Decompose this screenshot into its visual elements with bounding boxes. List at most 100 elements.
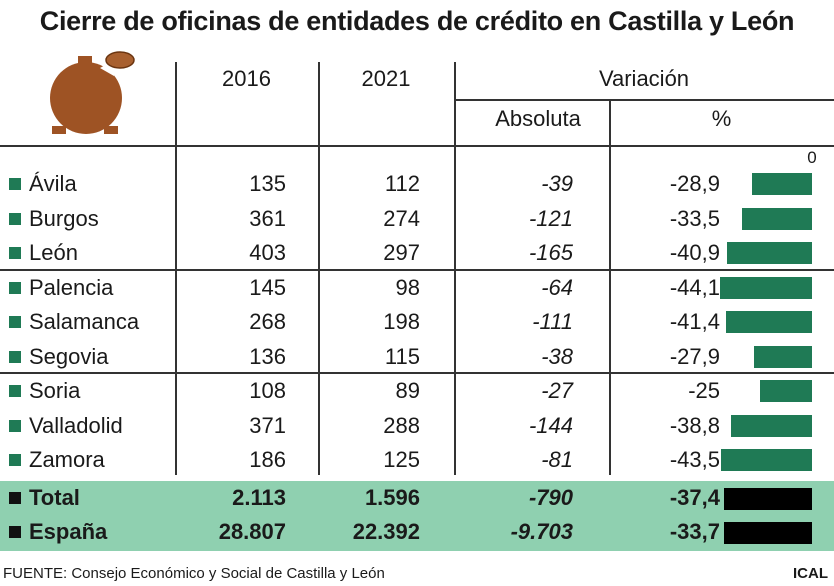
value-2016: 403 — [249, 240, 286, 265]
row-name: Palencia — [29, 274, 114, 300]
table-row: León 403 297 -165 -40,9 — [0, 236, 834, 271]
chart-title: Cierre de oficinas de entidades de crédi… — [39, 6, 795, 36]
column-divider — [454, 62, 456, 475]
variation-percent: -33,7 — [669, 519, 720, 544]
value-2021: 274 — [383, 205, 420, 231]
column-divider — [609, 100, 611, 475]
header-bottom-rule — [0, 145, 834, 147]
row-bullet — [9, 281, 21, 294]
bar-axis-zero-label: 0 — [807, 148, 817, 167]
variation-percent: -33,5 — [669, 205, 720, 231]
variation-bar — [742, 207, 812, 230]
variation-absolute: -27 — [541, 378, 573, 403]
value-2021: 89 — [395, 378, 420, 403]
row-bullet — [9, 247, 21, 259]
variation-bar — [720, 276, 812, 299]
value-2016: 2.113 — [232, 484, 286, 510]
row-name: Salamanca — [29, 309, 140, 334]
table-row: Salamanca 268 198 -111 -41,4 — [0, 305, 834, 340]
value-2016: 371 — [249, 412, 286, 438]
variation-bar — [753, 345, 812, 368]
variation-percent: -44,1 — [669, 274, 720, 300]
variation-bar — [726, 242, 812, 264]
value-2016: 108 — [249, 378, 286, 403]
variation-bar — [725, 311, 812, 333]
value-2021: 198 — [383, 309, 420, 334]
row-name: Total — [29, 484, 80, 510]
variation-absolute: -111 — [532, 309, 573, 334]
header-percent: % — [711, 106, 732, 131]
variation-percent: -40,9 — [669, 240, 720, 265]
variation-absolute: -64 — [541, 274, 573, 300]
value-2021: 98 — [395, 274, 420, 300]
row-bullet — [9, 350, 21, 363]
row-bullet — [9, 178, 21, 190]
row-name: España — [29, 519, 108, 544]
summary-row: España 28.807 22.392 -9.703 -33,7 — [0, 515, 834, 551]
value-2021: 22.392 — [352, 519, 420, 544]
variation-absolute: -39 — [541, 171, 573, 196]
variation-absolute: -38 — [541, 343, 573, 369]
value-2021: 115 — [384, 343, 420, 369]
table-row: Valladolid 371 288 -144 -38,8 — [0, 409, 834, 444]
variation-absolute: -81 — [541, 447, 573, 472]
value-2016: 361 — [249, 205, 286, 231]
row-bullet — [9, 385, 21, 397]
table-row: Ávila 135 112 -39 -28,9 — [0, 167, 834, 202]
value-2021: 125 — [383, 447, 420, 472]
row-name: Segovia — [29, 343, 109, 369]
value-2016: 136 — [249, 343, 286, 369]
header-variacion: Variación — [598, 66, 690, 91]
variation-percent: -37,4 — [669, 484, 720, 510]
row-name: Zamora — [29, 447, 105, 472]
value-2016: 186 — [249, 447, 286, 472]
source-note: FUENTE: Consejo Económico y Social de Ca… — [3, 565, 385, 582]
variation-absolute: -9.703 — [510, 519, 573, 544]
variation-bar — [721, 449, 812, 471]
column-divider — [175, 62, 177, 475]
variation-absolute: -165 — [528, 240, 573, 265]
variation-percent: -38,8 — [669, 412, 720, 438]
group-divider — [0, 372, 834, 374]
variation-bar — [724, 487, 812, 510]
row-bullet — [9, 491, 21, 504]
value-2016: 145 — [249, 274, 286, 300]
row-name: Soria — [29, 378, 81, 403]
row-name: León — [29, 240, 78, 265]
variation-percent: -28,9 — [669, 171, 720, 196]
summary-row: Total 2.113 1.596 -790 -37,4 — [0, 480, 834, 517]
variation-percent: -27,9 — [669, 343, 720, 369]
table-row: Zamora 186 125 -81 -43,5 — [0, 443, 834, 478]
variation-bar — [759, 380, 812, 402]
variation-bar — [751, 173, 812, 195]
row-bullet — [9, 454, 21, 466]
variation-percent: -41,4 — [669, 309, 720, 334]
variation-percent: -43,5 — [669, 447, 720, 472]
row-bullet — [9, 212, 21, 225]
row-name: Ávila — [29, 171, 77, 196]
column-divider — [318, 62, 320, 475]
variation-bar — [724, 522, 812, 544]
value-2021: 112 — [384, 171, 420, 196]
value-2016: 268 — [249, 309, 286, 334]
variation-absolute: -121 — [528, 205, 573, 231]
piggy-bank-coin-icon — [50, 51, 135, 134]
variation-absolute: -790 — [528, 484, 573, 510]
header-subdivider — [454, 99, 834, 101]
value-2016: 28.807 — [218, 519, 286, 544]
row-name: Burgos — [29, 205, 99, 231]
variation-absolute: -144 — [528, 412, 573, 438]
group-divider — [0, 269, 834, 271]
table-row: Soria 108 89 -27 -25 — [0, 374, 834, 409]
value-2016: 135 — [249, 171, 286, 196]
row-name: Valladolid — [29, 412, 123, 438]
row-bullet — [9, 419, 21, 432]
header-absoluta: Absoluta — [495, 106, 581, 131]
header-2016: 2016 — [222, 66, 271, 91]
table-row: Burgos 361 274 -121 -33,5 — [0, 202, 834, 237]
variation-percent: -25 — [688, 378, 720, 403]
row-bullet — [9, 316, 21, 328]
table-row: Palencia 145 98 -64 -44,1 — [0, 271, 834, 306]
table-row: Segovia 136 115 -38 -27,9 — [0, 340, 834, 375]
header-2021: 2021 — [361, 66, 411, 91]
